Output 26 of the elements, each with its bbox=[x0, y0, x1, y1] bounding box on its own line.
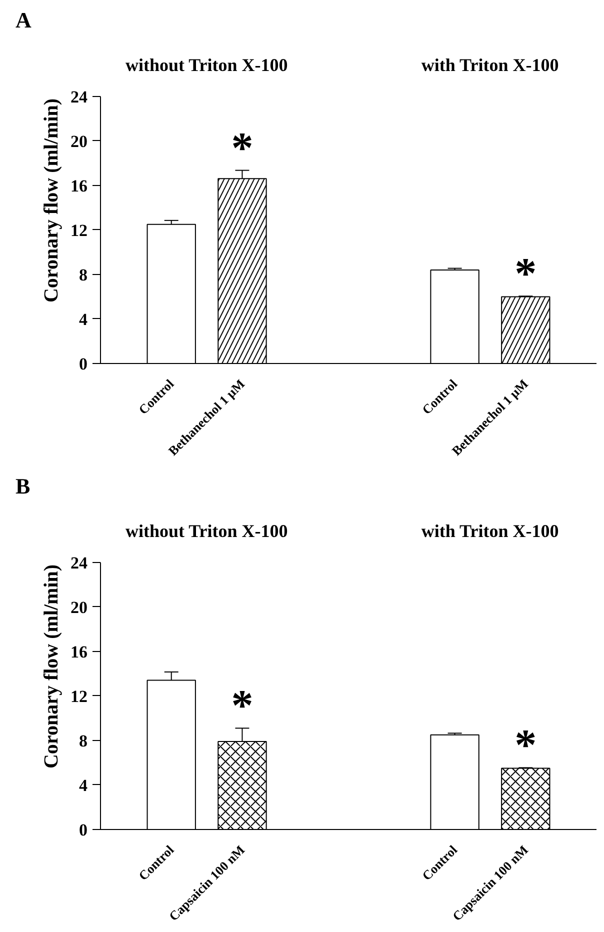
y-tick-label: 16 bbox=[70, 642, 88, 662]
chart-title: B bbox=[16, 474, 30, 498]
chart-title: A bbox=[16, 8, 32, 32]
y-tick-label: 12 bbox=[70, 686, 88, 706]
y-tick-label: 20 bbox=[70, 598, 88, 617]
annotation: * bbox=[514, 720, 537, 770]
y-tick-label: 4 bbox=[79, 310, 88, 329]
text: without Triton X-100 bbox=[125, 54, 288, 75]
y-axis-title: Coronary flow (ml/min) bbox=[40, 564, 62, 769]
text: with Triton X-100 bbox=[421, 54, 559, 75]
y-tick-label: 8 bbox=[79, 731, 88, 750]
text: with Triton X-100 bbox=[421, 520, 559, 541]
y-tick-label: 24 bbox=[70, 87, 88, 106]
annotation: * bbox=[231, 123, 254, 172]
annotation: * bbox=[231, 681, 254, 730]
y-tick-label: 24 bbox=[70, 553, 88, 572]
annotation: * bbox=[514, 249, 537, 298]
y-tick-label: 8 bbox=[79, 265, 88, 284]
y-tick-label: 20 bbox=[70, 132, 88, 151]
y-tick-label: 12 bbox=[70, 220, 88, 240]
text: without Triton X-100 bbox=[125, 520, 288, 541]
y-tick-label: 0 bbox=[79, 820, 88, 840]
y-tick-label: 0 bbox=[79, 354, 88, 374]
y-axis-title: Coronary flow (ml/min) bbox=[40, 98, 62, 303]
y-tick-label: 16 bbox=[70, 176, 88, 196]
y-tick-label: 4 bbox=[79, 776, 88, 795]
